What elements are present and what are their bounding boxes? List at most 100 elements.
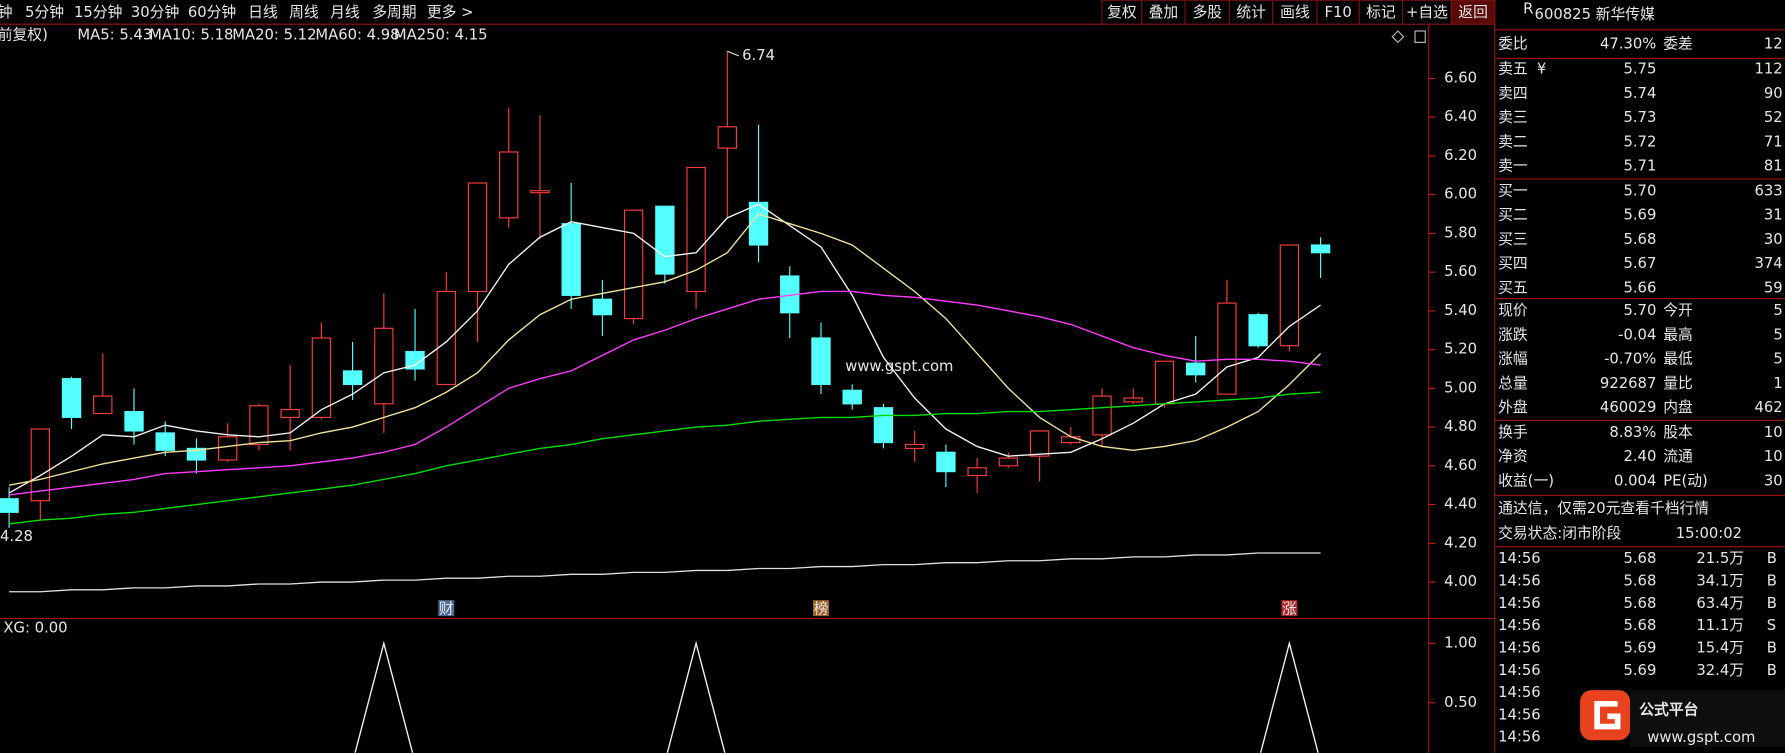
quote-label: 外盘 bbox=[1498, 398, 1528, 416]
candle-body bbox=[592, 298, 613, 316]
tick-volume: 32.4万 bbox=[1696, 662, 1744, 679]
candle-body bbox=[530, 190, 550, 194]
book-label: 买二 bbox=[1498, 207, 1528, 224]
notice[interactable]: 通达信，仅需20元查看千档行情 bbox=[1498, 500, 1709, 517]
tick-price: 5.68 bbox=[1623, 617, 1656, 634]
low-label: 4.28 bbox=[0, 528, 33, 545]
tick-time: 14:56 bbox=[1498, 662, 1541, 679]
candle-body bbox=[1061, 436, 1081, 444]
candle-body bbox=[311, 337, 332, 418]
price-plot bbox=[0, 51, 1331, 593]
tick-volume: 15.4万 bbox=[1696, 639, 1744, 656]
quote-label: PE(动) bbox=[1663, 472, 1708, 489]
candle-body bbox=[936, 451, 956, 473]
tick-time: 14:56 bbox=[1498, 706, 1541, 723]
tick-side: B bbox=[1767, 639, 1777, 656]
tick-side: B bbox=[1767, 550, 1777, 567]
book-label: 卖四 bbox=[1498, 85, 1528, 102]
period-tab[interactable]: 60分钟 bbox=[188, 4, 236, 21]
quote-label: 换手 bbox=[1498, 424, 1528, 441]
logo-backdrop bbox=[1630, 690, 1785, 748]
y-tick-label: 6.40 bbox=[1444, 108, 1477, 125]
y-tick-label: 4.40 bbox=[1444, 496, 1477, 513]
quote-value: 10 bbox=[1764, 448, 1783, 465]
quote-label: 收益(一) bbox=[1498, 472, 1554, 489]
watermark: www.gspt.com bbox=[845, 358, 953, 375]
candle-body bbox=[30, 428, 51, 502]
book-label: 买一 bbox=[1498, 183, 1528, 200]
tick-volume: 34.1万 bbox=[1696, 573, 1744, 590]
event-marker[interactable]: 涨 bbox=[1282, 600, 1297, 617]
period-tab[interactable]: 日线 bbox=[248, 4, 278, 21]
window-icon[interactable] bbox=[1414, 30, 1426, 43]
quote-label: 流通 bbox=[1663, 448, 1693, 465]
candle-body bbox=[186, 447, 207, 461]
indicator-legend: XG: 0.00 bbox=[3, 620, 67, 637]
ma-legend: MA10: 5.18 bbox=[149, 27, 233, 44]
quote-value: 30 bbox=[1764, 472, 1783, 489]
tick-price: 5.69 bbox=[1623, 662, 1656, 679]
candle-body bbox=[405, 350, 425, 370]
tick-side: S bbox=[1767, 617, 1776, 634]
toolbar-button-label[interactable]: 返回 bbox=[1458, 4, 1488, 21]
toolbar-button-label[interactable]: F10 bbox=[1325, 4, 1352, 21]
candle-body bbox=[249, 405, 269, 446]
candle-body bbox=[1279, 244, 1300, 347]
row-label: 委比 bbox=[1498, 36, 1528, 53]
tick-price: 5.69 bbox=[1623, 639, 1656, 656]
ma-line bbox=[9, 552, 1321, 593]
period-tab[interactable]: 15分钟 bbox=[74, 4, 122, 21]
toolbar-button-label[interactable]: +自选 bbox=[1406, 4, 1448, 21]
quote-value: 0.004 bbox=[1614, 472, 1656, 489]
event-marker[interactable]: 榜 bbox=[814, 600, 829, 617]
toolbar-button-label[interactable]: 多股 bbox=[1192, 4, 1222, 21]
candle-body bbox=[904, 443, 925, 449]
book-price: 5.75 bbox=[1623, 61, 1656, 78]
toolbar-button[interactable] bbox=[1450, 0, 1496, 25]
event-marker-box[interactable] bbox=[813, 600, 829, 617]
ma-line bbox=[8, 213, 1322, 486]
period-tab[interactable]: 钟 bbox=[0, 4, 13, 21]
y-tick-label: 5.00 bbox=[1444, 379, 1477, 396]
candle-body bbox=[342, 370, 363, 386]
toolbar-button-label[interactable]: 标记 bbox=[1366, 4, 1396, 21]
candle-body bbox=[748, 201, 769, 246]
candle-body bbox=[811, 337, 831, 386]
period-tab[interactable]: 多周期 bbox=[372, 4, 416, 21]
tick-volume: 21.5万 bbox=[1696, 550, 1744, 567]
quote-value: 5 bbox=[1773, 326, 1782, 343]
ma-legend: MA5: 5.43 bbox=[77, 27, 152, 44]
period-tab[interactable]: 5分钟 bbox=[25, 4, 64, 21]
book-volume: 71 bbox=[1764, 133, 1783, 150]
period-tab[interactable]: 周线 bbox=[289, 4, 319, 21]
candle-body bbox=[1248, 314, 1268, 347]
event-marker-box[interactable] bbox=[438, 600, 455, 617]
period-tab[interactable]: 30分钟 bbox=[131, 4, 179, 21]
toolbar-button-label[interactable]: 统计 bbox=[1236, 4, 1266, 21]
adjust-label: 前复权) bbox=[0, 26, 48, 44]
candle-body bbox=[655, 205, 675, 275]
period-tab[interactable]: 更多 > bbox=[427, 4, 474, 21]
toolbar-button-label[interactable]: 叠加 bbox=[1149, 4, 1179, 21]
stock-title: 600825 新华传媒 bbox=[1535, 6, 1655, 23]
status: 交易状态:闭市阶段 bbox=[1498, 524, 1621, 542]
event-marker-box[interactable] bbox=[1281, 600, 1298, 617]
quote-label: 最低 bbox=[1663, 351, 1693, 368]
candle-body bbox=[61, 378, 82, 418]
period-tab[interactable]: 月线 bbox=[330, 4, 360, 21]
event-marker[interactable]: 财 bbox=[439, 600, 454, 617]
quote-value: -0.04 bbox=[1618, 326, 1656, 343]
candle-body bbox=[623, 209, 644, 320]
candle-body bbox=[124, 411, 144, 432]
quote-value: 5.70 bbox=[1623, 302, 1656, 319]
diamond-icon[interactable] bbox=[1391, 30, 1405, 44]
candle-body bbox=[967, 467, 987, 477]
toolbar-button-label[interactable]: 复权 bbox=[1107, 3, 1137, 21]
toolbar-button-label[interactable]: 画线 bbox=[1280, 4, 1310, 21]
candle-body bbox=[155, 432, 175, 451]
candle-body bbox=[998, 457, 1019, 467]
book-price: 5.74 bbox=[1623, 85, 1656, 102]
tick-time: 14:56 bbox=[1498, 684, 1541, 701]
